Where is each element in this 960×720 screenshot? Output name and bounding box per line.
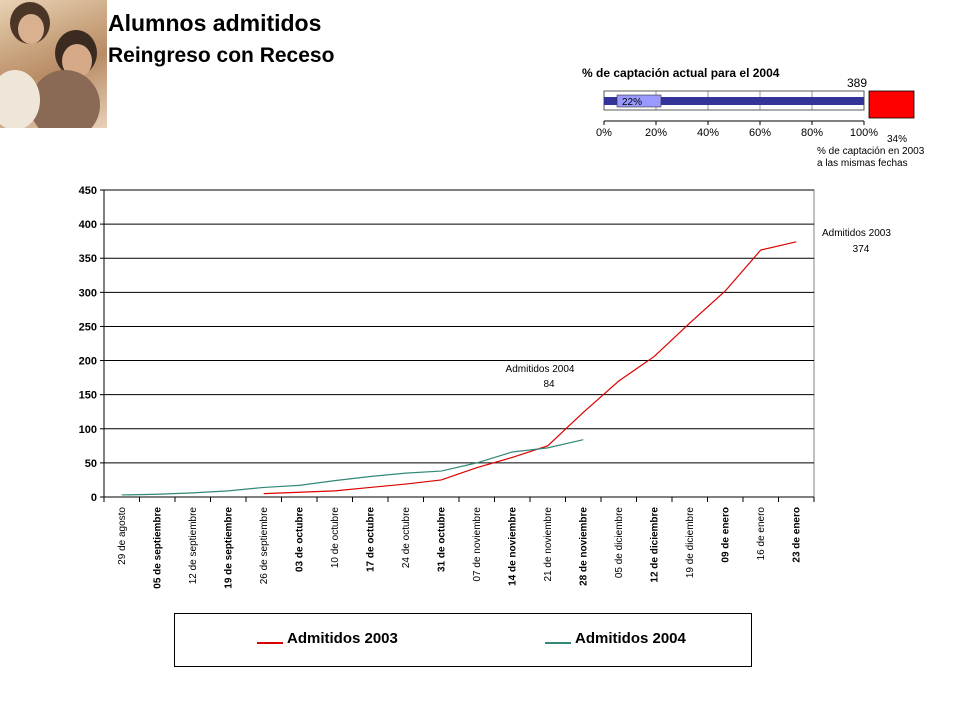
x-tick-label: 05 de diciembre (614, 507, 625, 579)
y-tick-label: 450 (79, 185, 97, 197)
y-tick-label: 200 (79, 356, 97, 368)
annotations: Admitidos 2003 374 Admitidos 2004 84 (506, 228, 892, 390)
legend-label-2004: Admitidos 2004 (575, 630, 686, 647)
y-tick-label: 250 (79, 321, 97, 333)
x-tick-label: 03 de octubre (294, 507, 305, 572)
y-tick-label: 0 (91, 492, 97, 504)
gauge-tick-label: 100% (850, 127, 878, 139)
y-tick-label: 400 (79, 219, 97, 231)
y-tick-label: 50 (85, 458, 97, 470)
y-tick-label: 300 (79, 287, 97, 299)
x-tick-label: 14 de noviembre (507, 507, 518, 586)
x-tick-label: 24 de octubre (401, 507, 412, 569)
gauge-current-label: 22% (622, 97, 642, 108)
x-tick-label: 19 de diciembre (685, 507, 696, 579)
capture-gauge: 22% 0% 20% 40% 60% 80% 100% 34% (596, 90, 915, 145)
gauge-fill-bar (604, 97, 864, 105)
x-tick-label: 29 de agosto (117, 507, 128, 565)
plot-frame (103, 189, 815, 498)
legend-item-2004: Admitidos 2004 (545, 630, 686, 647)
series-line-2004 (121, 439, 584, 496)
series-lines (121, 241, 797, 496)
legend-swatch-2004 (545, 641, 571, 644)
gauge-previous-label: 34% (887, 134, 907, 145)
gauge-note-line1: % de captación en 2003 (817, 146, 925, 157)
x-axis-ticks: 29 de agosto 05 de septiembre 12 de septie… (103, 496, 815, 589)
y-tick-label: 350 (79, 253, 97, 265)
series-line-2003 (263, 241, 797, 495)
gauge-current-box (616, 94, 662, 108)
y-axis-ticks: 0 50 100 150 200 250 300 350 400 450 (79, 185, 105, 504)
y-tick-label: 150 (79, 390, 97, 402)
gauge-ticks: 0% 20% 40% 60% 80% 100% (596, 121, 878, 139)
x-tick-label: 23 de enero (791, 507, 802, 563)
gauge-note: % de captación en 2003 a las mismas fech… (817, 146, 924, 170)
gauge-previous-marker (868, 90, 915, 119)
x-tick-label: 31 de octubre (436, 507, 447, 572)
x-tick-label: 26 de septiembre (259, 507, 270, 585)
x-tick-label: 16 de enero (756, 507, 767, 561)
y-tick-label: 100 (79, 424, 97, 436)
gauge-tick-label: 0% (596, 127, 612, 139)
annotation-2004-value: 84 (543, 379, 555, 390)
annotation-2003-value: 374 (853, 244, 870, 255)
page-subtitle: Reingreso con Receso (108, 44, 335, 67)
x-tick-label: 28 de noviembre (578, 507, 589, 586)
x-tick-label: 07 de noviembre (472, 507, 483, 582)
annotation-2004-title: Admitidos 2004 (506, 364, 575, 375)
x-tick-label: 12 de diciembre (649, 507, 660, 583)
gauge-tick-label: 80% (801, 127, 823, 139)
legend: Admitidos 2003 Admitidos 2004 (174, 613, 752, 667)
x-tick-label: 05 de septiembre (152, 507, 163, 589)
x-tick-label: 19 de septiembre (223, 507, 234, 589)
gauge-tick-label: 40% (697, 127, 719, 139)
x-tick-label: 10 de octubre (330, 507, 341, 569)
gauge-tick-label: 60% (749, 127, 771, 139)
students-photo (0, 0, 107, 128)
legend-label-2003: Admitidos 2003 (287, 630, 398, 647)
plot-area (103, 189, 815, 498)
page-title: Alumnos admitidos (108, 10, 322, 36)
gauge-title: % de captación actual para el 2004 (582, 66, 780, 80)
annotation-2003-title: Admitidos 2003 (822, 228, 891, 239)
legend-swatch-2003 (257, 641, 283, 644)
x-tick-label: 21 de noviembre (543, 507, 554, 582)
x-tick-label: 12 de septiembre (188, 507, 199, 585)
x-tick-label: 09 de enero (720, 507, 731, 563)
gauge-note-line2: a las mismas fechas (817, 158, 908, 169)
gauge-top-value: 389 (847, 76, 868, 90)
x-tick-label: 17 de octubre (365, 507, 376, 572)
gauge-tick-label: 20% (645, 127, 667, 139)
legend-item-2003: Admitidos 2003 (257, 630, 398, 647)
